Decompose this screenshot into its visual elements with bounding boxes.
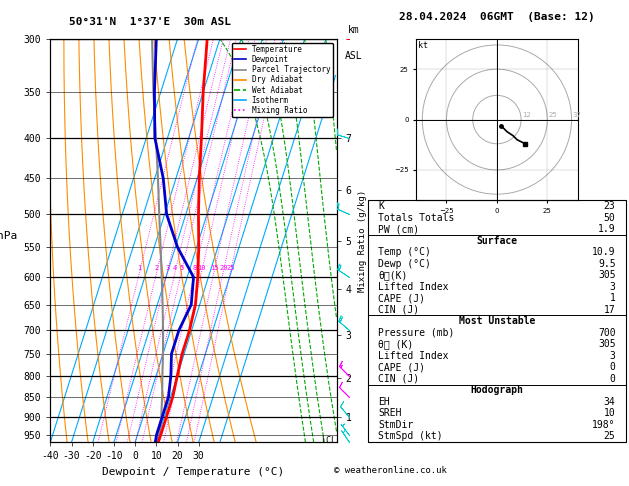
Text: km: km [348, 25, 360, 35]
Text: 10: 10 [198, 265, 206, 271]
Text: 50: 50 [604, 212, 616, 223]
Text: 20: 20 [219, 265, 228, 271]
Text: θᴇ(K): θᴇ(K) [378, 270, 408, 280]
Y-axis label: hPa: hPa [0, 230, 17, 241]
Text: 700: 700 [598, 328, 616, 338]
Text: 0: 0 [610, 363, 616, 372]
Text: K: K [378, 201, 384, 211]
Text: 23: 23 [604, 201, 616, 211]
Text: LCL: LCL [321, 436, 336, 445]
Text: 4: 4 [173, 265, 177, 271]
Text: 28.04.2024  06GMT  (Base: 12): 28.04.2024 06GMT (Base: 12) [399, 12, 595, 22]
Text: 12: 12 [522, 112, 531, 118]
Text: 10.9: 10.9 [592, 247, 616, 257]
Legend: Temperature, Dewpoint, Parcel Trajectory, Dry Adiabat, Wet Adiabat, Isotherm, Mi: Temperature, Dewpoint, Parcel Trajectory… [232, 43, 333, 117]
Text: 17: 17 [604, 305, 616, 315]
Text: 25: 25 [226, 265, 235, 271]
Text: Lifted Index: Lifted Index [378, 282, 448, 292]
Text: Lifted Index: Lifted Index [378, 351, 448, 361]
Text: CAPE (J): CAPE (J) [378, 293, 425, 303]
Text: 25: 25 [548, 112, 557, 118]
Text: Pressure (mb): Pressure (mb) [378, 328, 455, 338]
Text: 3: 3 [610, 282, 616, 292]
Text: Surface: Surface [476, 236, 518, 245]
Text: 8: 8 [193, 265, 197, 271]
Text: 15: 15 [210, 265, 218, 271]
Text: StmDir: StmDir [378, 420, 413, 430]
Text: PW (cm): PW (cm) [378, 224, 420, 234]
Text: ASL: ASL [345, 51, 362, 61]
Text: 305: 305 [598, 339, 616, 349]
Text: 1: 1 [138, 265, 142, 271]
Text: 37: 37 [572, 112, 582, 118]
Text: 34: 34 [604, 397, 616, 407]
Text: StmSpd (kt): StmSpd (kt) [378, 432, 443, 441]
Text: Hodograph: Hodograph [470, 385, 523, 396]
Text: 5: 5 [179, 265, 184, 271]
Text: CIN (J): CIN (J) [378, 305, 420, 315]
Text: 25: 25 [604, 432, 616, 441]
Text: 3: 3 [610, 351, 616, 361]
Text: 2: 2 [155, 265, 159, 271]
Text: 10: 10 [604, 408, 616, 418]
Text: 1: 1 [610, 293, 616, 303]
Text: 9.5: 9.5 [598, 259, 616, 269]
Text: 3: 3 [165, 265, 170, 271]
Text: © weatheronline.co.uk: © weatheronline.co.uk [333, 466, 447, 475]
Text: Mixing Ratio (g/kg): Mixing Ratio (g/kg) [358, 190, 367, 292]
Text: Most Unstable: Most Unstable [459, 316, 535, 326]
Text: 1.9: 1.9 [598, 224, 616, 234]
Text: 0: 0 [610, 374, 616, 384]
Text: Totals Totals: Totals Totals [378, 212, 455, 223]
Text: CIN (J): CIN (J) [378, 374, 420, 384]
Text: SREH: SREH [378, 408, 402, 418]
Text: EH: EH [378, 397, 390, 407]
Text: Temp (°C): Temp (°C) [378, 247, 431, 257]
Text: θᴇ (K): θᴇ (K) [378, 339, 413, 349]
Text: 198°: 198° [592, 420, 616, 430]
Text: 50°31'N  1°37'E  30m ASL: 50°31'N 1°37'E 30m ASL [69, 17, 231, 27]
Text: Dewp (°C): Dewp (°C) [378, 259, 431, 269]
Text: CAPE (J): CAPE (J) [378, 363, 425, 372]
X-axis label: Dewpoint / Temperature (°C): Dewpoint / Temperature (°C) [103, 467, 284, 477]
Text: kt: kt [418, 41, 428, 50]
Text: 305: 305 [598, 270, 616, 280]
